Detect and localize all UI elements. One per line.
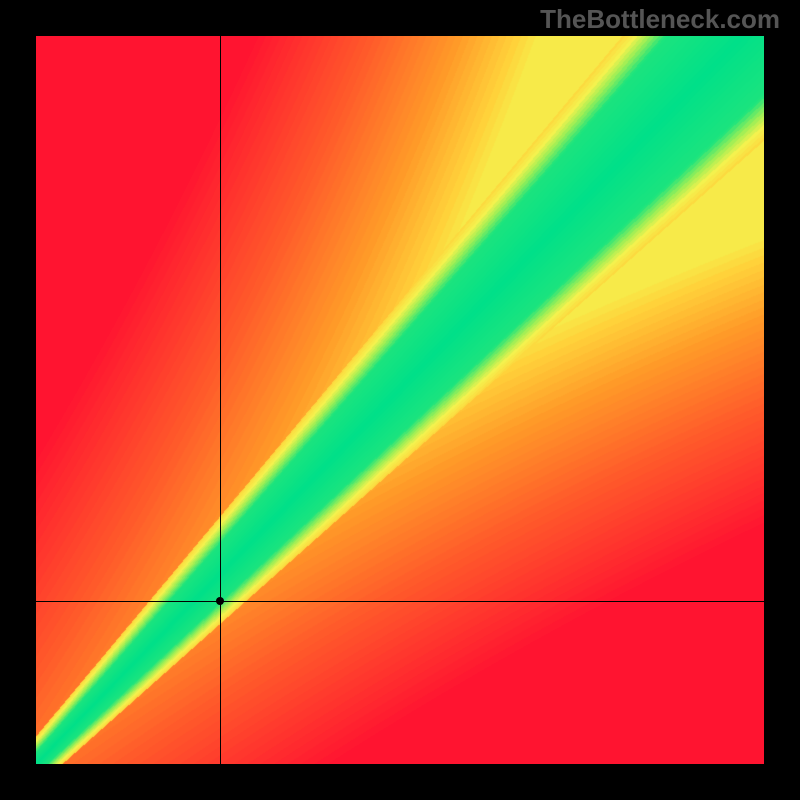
chart-outer-frame: TheBottleneck.com: [0, 0, 800, 800]
watermark-text: TheBottleneck.com: [540, 4, 780, 35]
heatmap-plot-area: [36, 36, 764, 764]
heatmap-canvas: [36, 36, 764, 764]
